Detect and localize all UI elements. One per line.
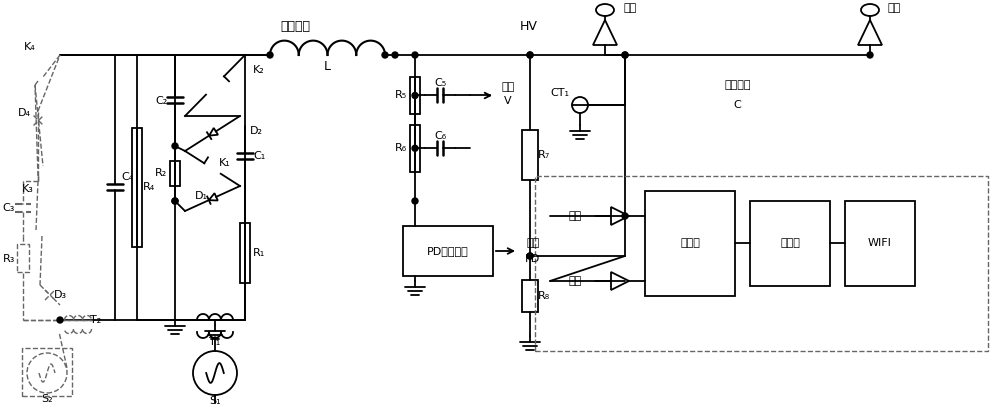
Text: C₆: C₆ [434,131,446,141]
Circle shape [382,52,388,58]
Text: WIFI: WIFI [868,238,892,249]
Bar [645,191,735,296]
Text: R₂: R₂ [155,169,167,178]
Circle shape [392,52,398,58]
Text: D₃: D₃ [53,290,67,300]
Text: 局放: 局放 [526,238,540,248]
Text: C: C [734,100,741,110]
Text: K₂: K₂ [253,65,265,75]
Text: C₄: C₄ [121,173,133,182]
Bar [17,245,29,272]
Circle shape [867,52,873,58]
Text: S₁: S₁ [209,396,221,406]
Text: T₁: T₁ [209,337,221,347]
Circle shape [412,198,418,204]
Bar [132,128,142,247]
Text: PD耦合单元: PD耦合单元 [427,246,469,256]
Text: R₈: R₈ [538,291,550,301]
Text: D₁: D₁ [195,191,208,201]
Circle shape [172,198,178,204]
Text: 采集卡: 采集卡 [680,238,700,249]
Bar [403,226,493,276]
Text: K₄: K₄ [24,42,36,52]
Text: R₁: R₁ [253,248,265,258]
Bar [22,348,72,396]
Circle shape [622,52,628,58]
Bar [522,131,538,180]
Text: L: L [324,60,331,74]
Text: C₁: C₁ [253,151,265,161]
Bar [410,125,420,172]
Circle shape [412,92,418,99]
Text: S₂: S₂ [41,394,53,404]
Text: C₅: C₅ [434,79,446,88]
Text: K₃: K₃ [22,184,34,194]
Circle shape [412,52,418,58]
Circle shape [412,145,418,151]
Bar [750,201,830,286]
Bar [410,77,420,114]
Text: HV: HV [520,21,538,34]
Circle shape [527,52,533,58]
Text: 均压: 均压 [623,3,636,13]
Text: R₇: R₇ [538,150,550,161]
Text: D₄: D₄ [18,108,31,118]
Bar [845,201,915,286]
Text: 工控机: 工控机 [780,238,800,249]
Circle shape [57,317,63,323]
Text: PD: PD [525,254,541,264]
Circle shape [267,52,273,58]
Text: 电流: 电流 [568,211,582,221]
Text: 电压: 电压 [501,83,515,92]
Text: V: V [504,97,512,106]
Text: CT₁: CT₁ [550,88,570,98]
Bar [240,223,250,283]
Text: R₄: R₄ [143,182,155,192]
Text: C₂: C₂ [155,95,167,106]
Text: R₃: R₃ [3,254,15,263]
Text: 被测电缆: 被测电缆 [724,80,751,90]
Circle shape [622,52,628,58]
Text: C₃: C₃ [3,203,15,213]
Circle shape [172,198,178,204]
Text: 电压: 电压 [568,276,582,286]
Circle shape [527,52,533,58]
Text: T₂: T₂ [90,315,102,325]
Text: 高压电感: 高压电感 [280,21,310,34]
Text: R₆: R₆ [395,143,407,153]
Circle shape [622,213,628,219]
Bar [170,161,180,186]
Circle shape [527,253,533,259]
Circle shape [172,143,178,149]
Text: K₁: K₁ [219,159,230,169]
Text: R₅: R₅ [395,90,407,101]
Text: 均压: 均压 [888,3,901,13]
Text: D₂: D₂ [250,126,263,136]
Circle shape [527,253,533,259]
Bar [522,280,538,312]
Bar [535,176,988,351]
